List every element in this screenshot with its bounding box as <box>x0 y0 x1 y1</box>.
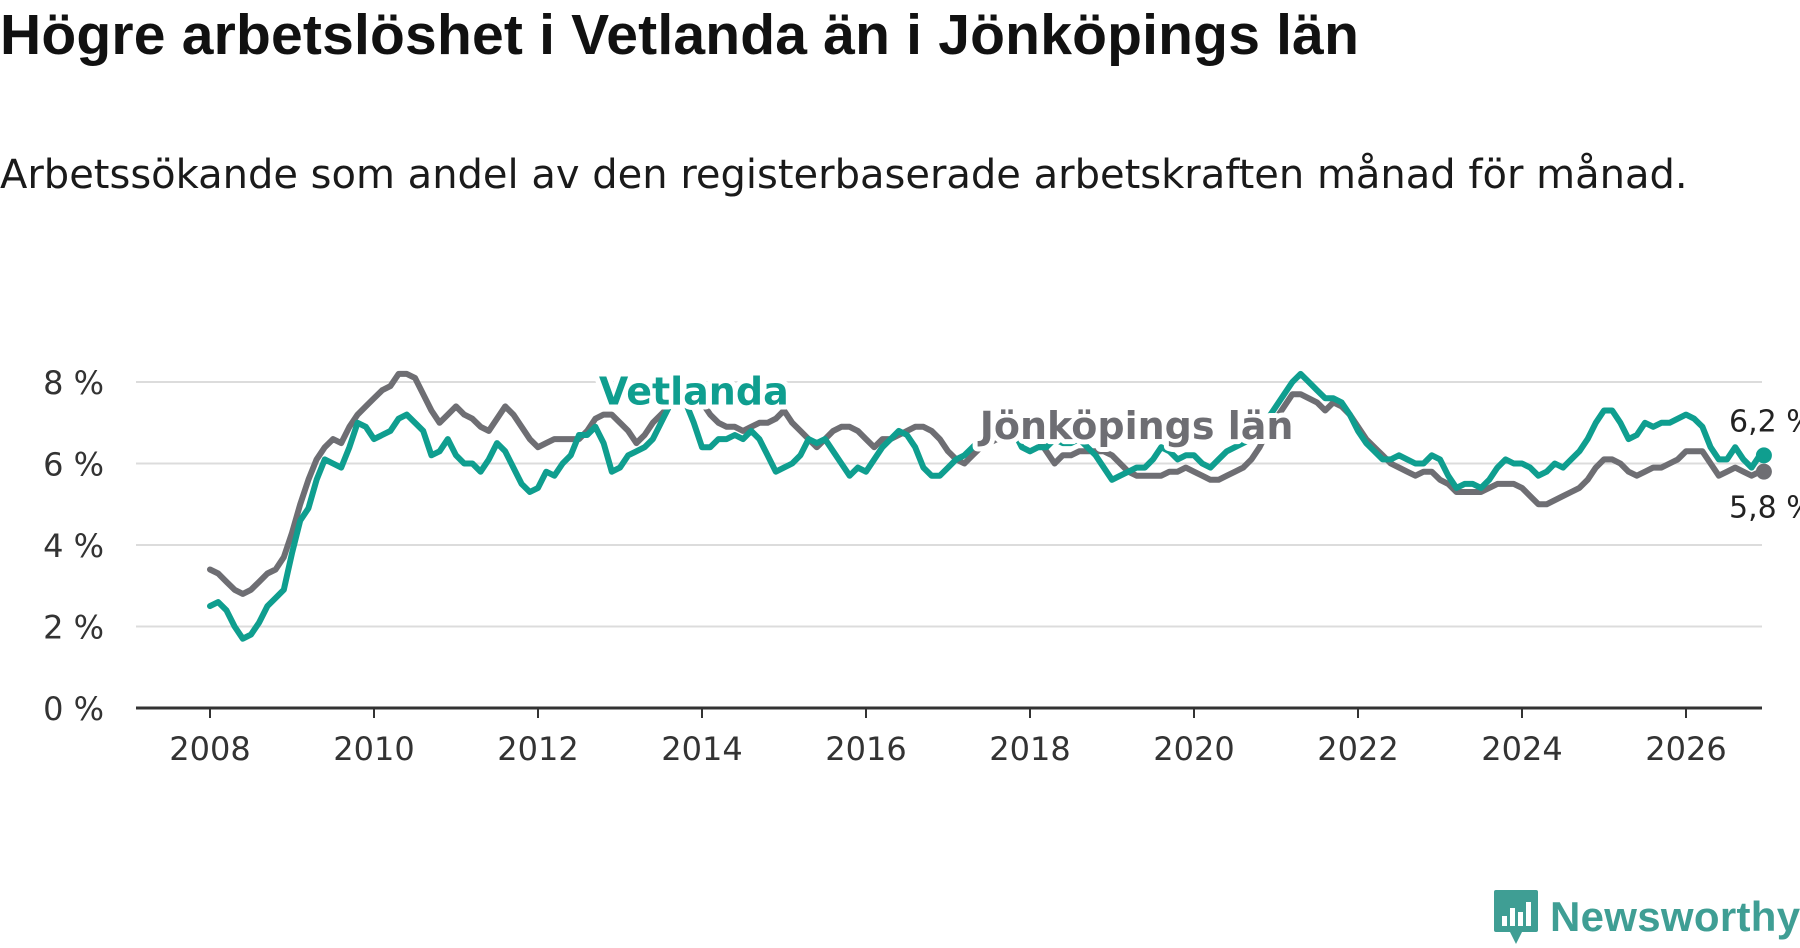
x-tick-label: 2016 <box>825 730 906 768</box>
newsworthy-logo-text: Newsworthy <box>1550 893 1800 940</box>
gridlines <box>136 381 1762 628</box>
newsworthy-logo-icon <box>1494 890 1538 944</box>
series-end-point-jonkopings-lan <box>1755 463 1772 480</box>
chart-title: Högre arbetslöshet i Vetlanda än i Jönkö… <box>0 3 1360 67</box>
x-tick-label: 2014 <box>661 730 742 768</box>
x-tick-label: 2012 <box>497 730 578 768</box>
end-label-jonkopings-lan-text: 5,8 % <box>1729 491 1800 526</box>
y-tick-label: 0 % <box>43 690 104 728</box>
series-lines <box>207 370 1772 642</box>
end-label-vetlanda-text: 6,2 % <box>1729 404 1800 439</box>
newsworthy-logo: Newsworthy <box>1492 888 1800 946</box>
x-tick-label: 2008 <box>169 730 250 768</box>
y-tick-label: 8 % <box>43 364 104 402</box>
series-end-point-vetlanda <box>1755 447 1772 464</box>
series-line-vetlanda <box>207 370 1767 642</box>
chart-subtitle: Arbetssökande som andel av den registerb… <box>0 152 1688 198</box>
y-tick-label: 2 % <box>43 609 104 647</box>
y-tick-label: 4 % <box>43 527 104 565</box>
y-tick-label: 6 % <box>43 446 104 484</box>
series-label-vetlanda-text: Vetlanda <box>599 369 789 413</box>
end-label-vetlanda-halo: 6,2 % <box>1729 404 1800 439</box>
x-tick-label: 2024 <box>1481 730 1562 768</box>
end-label-vetlanda: 6,2 %6,2 % <box>1724 399 1800 444</box>
x-tick-label: 2010 <box>333 730 414 768</box>
x-tick-label: 2026 <box>1645 730 1726 768</box>
end-label-jonkopings-lan: 5,8 %5,8 % <box>1724 486 1800 531</box>
series-label-vetlanda-halo: Vetlanda <box>599 369 789 413</box>
series-label-jonkopings-lan-halo: Jönköpings län <box>977 404 1294 448</box>
x-tick-label: 2022 <box>1317 730 1398 768</box>
x-axis: 2008 2010 2012 2014 2016 2018 2020 2022 2024 2026 <box>136 706 1762 768</box>
y-axis-ticks: 0 % 2 % 4 % 6 % 8 % <box>43 364 104 728</box>
end-label-jonkopings-lan-halo: 5,8 % <box>1729 491 1800 526</box>
series-line-jonkopings-lan <box>207 370 1767 597</box>
x-tick-label: 2018 <box>989 730 1070 768</box>
series-label-jonkopings-lan-text: Jönköpings län <box>977 404 1294 448</box>
x-tick-label: 2020 <box>1153 730 1234 768</box>
